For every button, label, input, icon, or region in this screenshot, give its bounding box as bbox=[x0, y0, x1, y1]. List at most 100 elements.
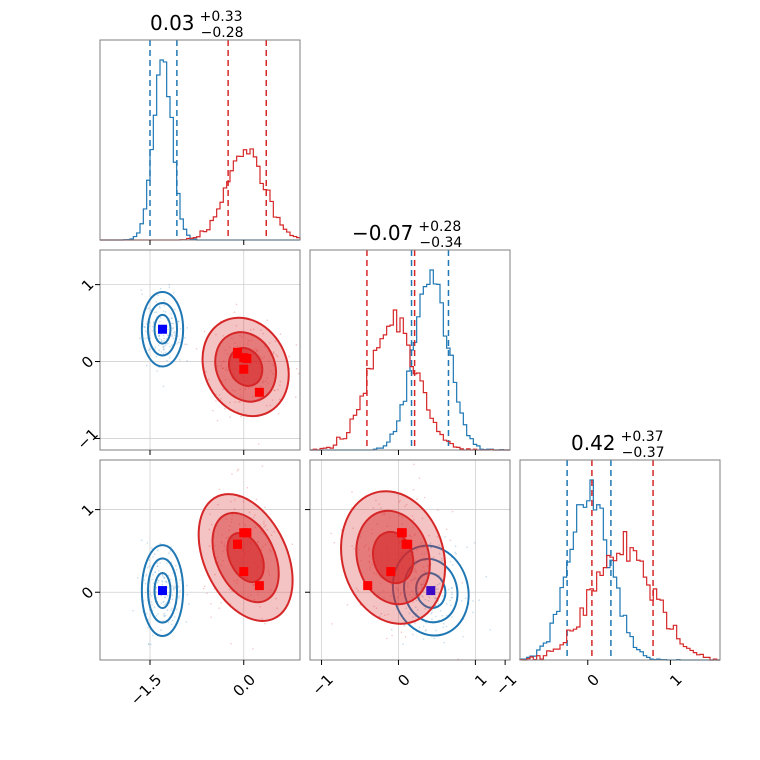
sample-dot-red bbox=[252, 583, 255, 586]
sample-dot-red bbox=[268, 571, 270, 574]
sample-dot-red bbox=[279, 380, 282, 383]
sample-dot-red bbox=[395, 586, 397, 589]
sample-dot-red bbox=[445, 528, 448, 531]
sample-dot-red bbox=[404, 636, 407, 638]
sample-dot-red bbox=[412, 601, 414, 603]
sample-dot-red bbox=[398, 501, 401, 503]
contour-blue-level-1 bbox=[403, 557, 459, 624]
sample-dot-red bbox=[297, 372, 300, 375]
sample-dot-red bbox=[275, 597, 277, 600]
sample-dot-red bbox=[240, 415, 242, 418]
panel-frame bbox=[309, 459, 511, 661]
sample-dot-blue bbox=[425, 621, 427, 624]
sample-dot-blue bbox=[171, 619, 174, 622]
sample-dot-red bbox=[423, 570, 426, 572]
sample-dot-blue bbox=[158, 349, 160, 351]
sample-dot-red bbox=[227, 536, 229, 539]
sample-dot-red bbox=[228, 401, 231, 404]
sample-dot-blue bbox=[162, 334, 165, 337]
sample-dot-red bbox=[256, 349, 259, 352]
sample-dot-red bbox=[296, 367, 298, 370]
sample-dot-red bbox=[225, 536, 228, 539]
sample-dot-blue bbox=[145, 612, 148, 615]
y-tick-label: 0 bbox=[78, 353, 97, 372]
sample-dot-blue bbox=[159, 542, 162, 545]
sample-dot-blue bbox=[186, 359, 188, 362]
sample-dot-blue bbox=[423, 552, 426, 555]
sample-dot-blue bbox=[161, 340, 163, 342]
sample-dot-blue bbox=[177, 586, 180, 588]
sample-dot-blue bbox=[171, 607, 173, 610]
sample-dot-red bbox=[428, 534, 430, 537]
sample-dot-red bbox=[243, 523, 246, 526]
sample-dot-blue bbox=[160, 338, 163, 341]
sample-dot-blue bbox=[150, 309, 152, 311]
sample-dot-red bbox=[222, 335, 224, 337]
sample-dot-blue bbox=[412, 578, 415, 581]
sample-dot-red bbox=[436, 536, 439, 538]
panel-background bbox=[520, 460, 720, 660]
sample-dot-red bbox=[273, 351, 275, 353]
sample-dot-blue bbox=[170, 333, 173, 336]
sample-dot-red bbox=[390, 583, 393, 586]
sample-dot-blue bbox=[154, 311, 156, 314]
sample-dot-blue bbox=[420, 583, 423, 585]
sample-dot-blue bbox=[449, 599, 451, 602]
sample-dot-red bbox=[226, 353, 229, 355]
sample-dot-blue bbox=[175, 568, 178, 571]
sample-dot-red bbox=[263, 523, 265, 525]
sample-dot-red bbox=[269, 550, 272, 553]
sample-dot-red bbox=[346, 603, 349, 606]
sample-dot-blue bbox=[171, 317, 173, 320]
title-param-1: −0.07 +0.28 −0.34 bbox=[352, 216, 466, 251]
sample-dot-red bbox=[397, 589, 399, 591]
sample-dot-blue bbox=[184, 336, 186, 339]
sample-dot-blue bbox=[171, 344, 173, 346]
sample-dot-red bbox=[228, 346, 231, 348]
sample-dot-red bbox=[220, 361, 223, 364]
sample-dot-blue bbox=[473, 542, 476, 544]
sample-dot-red bbox=[230, 521, 233, 523]
sample-dot-blue bbox=[441, 614, 444, 617]
sample-dot-red bbox=[274, 340, 277, 343]
sample-dot-red bbox=[268, 548, 271, 551]
sample-dot-blue bbox=[485, 575, 488, 578]
sample-dot-red bbox=[237, 468, 240, 471]
sample-dot-blue bbox=[414, 568, 416, 570]
sample-dot-blue bbox=[444, 536, 447, 538]
sample-dot-red bbox=[235, 324, 238, 327]
sample-dot-red bbox=[250, 594, 252, 596]
sample-dot-blue bbox=[451, 616, 453, 618]
sample-dot-red bbox=[221, 533, 224, 536]
sample-dot-blue bbox=[157, 344, 160, 347]
sample-dot-blue bbox=[157, 581, 159, 584]
sample-dot-red bbox=[269, 404, 272, 406]
sample-dot-red bbox=[215, 333, 217, 336]
sample-dot-blue bbox=[445, 625, 448, 628]
sample-dot-blue bbox=[150, 601, 153, 603]
y-tick-label: −1 bbox=[74, 425, 102, 453]
sample-dot-red bbox=[257, 349, 259, 352]
sample-dot-blue bbox=[171, 598, 174, 601]
contour-blue-level-2 bbox=[415, 572, 447, 609]
marker-red-2 bbox=[239, 567, 249, 577]
sample-dot-blue bbox=[154, 346, 157, 348]
sample-dot-blue bbox=[144, 330, 147, 332]
sample-dot-red bbox=[222, 559, 224, 562]
y-tick-label: 0 bbox=[78, 583, 97, 602]
sample-dot-red bbox=[371, 563, 373, 566]
sample-dot-blue bbox=[450, 596, 452, 599]
sample-dot-blue bbox=[175, 608, 178, 611]
sample-dot-red bbox=[294, 396, 297, 398]
sample-dot-red bbox=[207, 378, 210, 381]
sample-dot-red bbox=[369, 566, 371, 568]
sample-dot-blue bbox=[154, 348, 156, 350]
sample-dot-red bbox=[210, 523, 213, 526]
sample-dot-blue bbox=[172, 587, 175, 590]
sample-dot-red bbox=[223, 543, 226, 545]
sample-dot-blue bbox=[144, 337, 146, 340]
sample-dot-red bbox=[261, 465, 264, 467]
sample-dot-red bbox=[420, 541, 422, 544]
sample-dot-blue bbox=[171, 327, 174, 330]
sample-dot-blue bbox=[170, 317, 173, 319]
